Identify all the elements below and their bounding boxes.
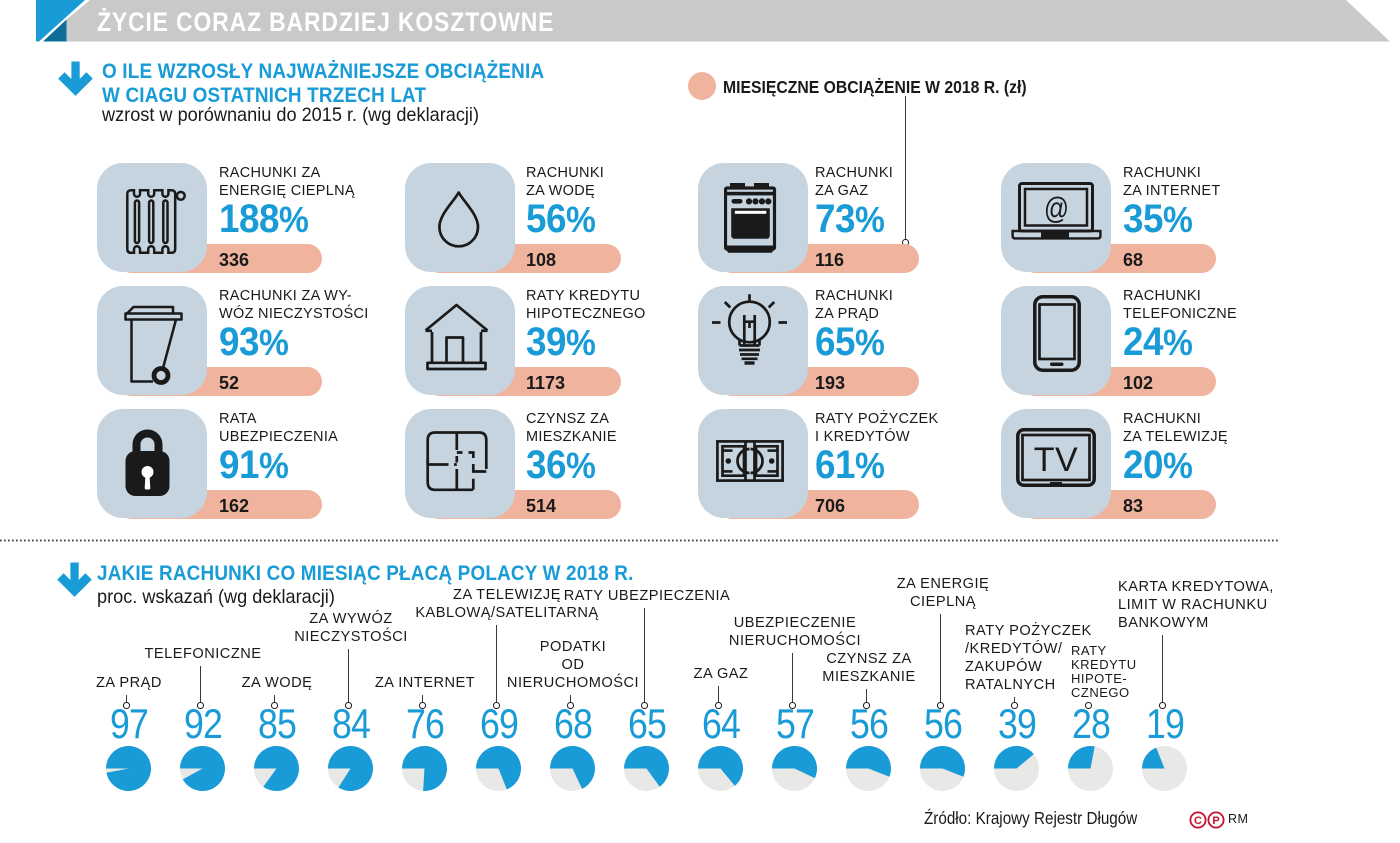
svg-text:TV: TV [1034, 441, 1078, 479]
svg-text:@: @ [1044, 191, 1069, 226]
svg-text:P: P [1212, 815, 1219, 827]
svg-text:C: C [1194, 815, 1202, 827]
